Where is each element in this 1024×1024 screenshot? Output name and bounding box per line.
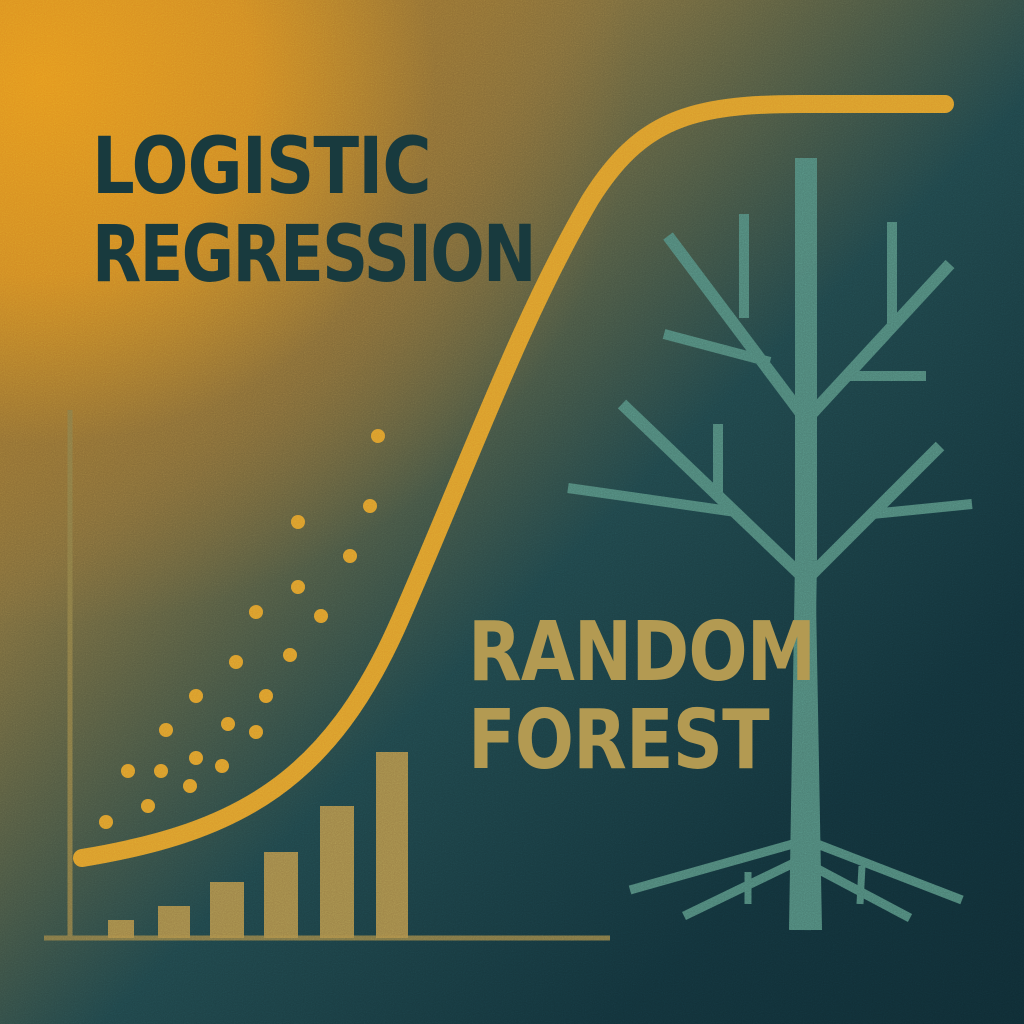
title-line: REGRESSION bbox=[92, 210, 537, 300]
tree-branch bbox=[663, 232, 811, 424]
dot bbox=[343, 549, 357, 563]
dot bbox=[229, 655, 243, 669]
dot bbox=[363, 499, 377, 513]
bar bbox=[210, 882, 244, 938]
title-line: FOREST bbox=[468, 693, 770, 788]
tree-root bbox=[810, 837, 964, 905]
dot bbox=[159, 723, 173, 737]
dot bbox=[259, 689, 273, 703]
scatter-dots-icon bbox=[99, 429, 385, 829]
dot bbox=[121, 764, 135, 778]
dot bbox=[314, 609, 328, 623]
dot bbox=[249, 605, 263, 619]
title-line: RANDOM bbox=[468, 605, 816, 700]
bar bbox=[158, 906, 190, 938]
bar bbox=[264, 852, 298, 938]
dot bbox=[371, 429, 385, 443]
dot bbox=[189, 689, 203, 703]
dot bbox=[141, 799, 155, 813]
tree-root bbox=[856, 865, 866, 905]
dot bbox=[215, 759, 229, 773]
dot bbox=[183, 779, 197, 793]
random-forest-title: RANDOM FOREST bbox=[468, 612, 877, 782]
dot bbox=[221, 717, 235, 731]
bar bbox=[376, 752, 408, 938]
logistic-regression-title: LOGISTIC REGRESSION bbox=[92, 128, 632, 294]
dot bbox=[249, 725, 263, 739]
title-line: LOGISTIC bbox=[92, 122, 432, 212]
bar bbox=[320, 806, 354, 938]
tree-branch bbox=[801, 259, 955, 425]
dot bbox=[283, 648, 297, 662]
tree-root bbox=[628, 837, 802, 895]
dot bbox=[291, 580, 305, 594]
dot bbox=[189, 751, 203, 765]
dot bbox=[99, 815, 113, 829]
bar bbox=[108, 920, 134, 938]
dot bbox=[291, 515, 305, 529]
dot bbox=[154, 764, 168, 778]
